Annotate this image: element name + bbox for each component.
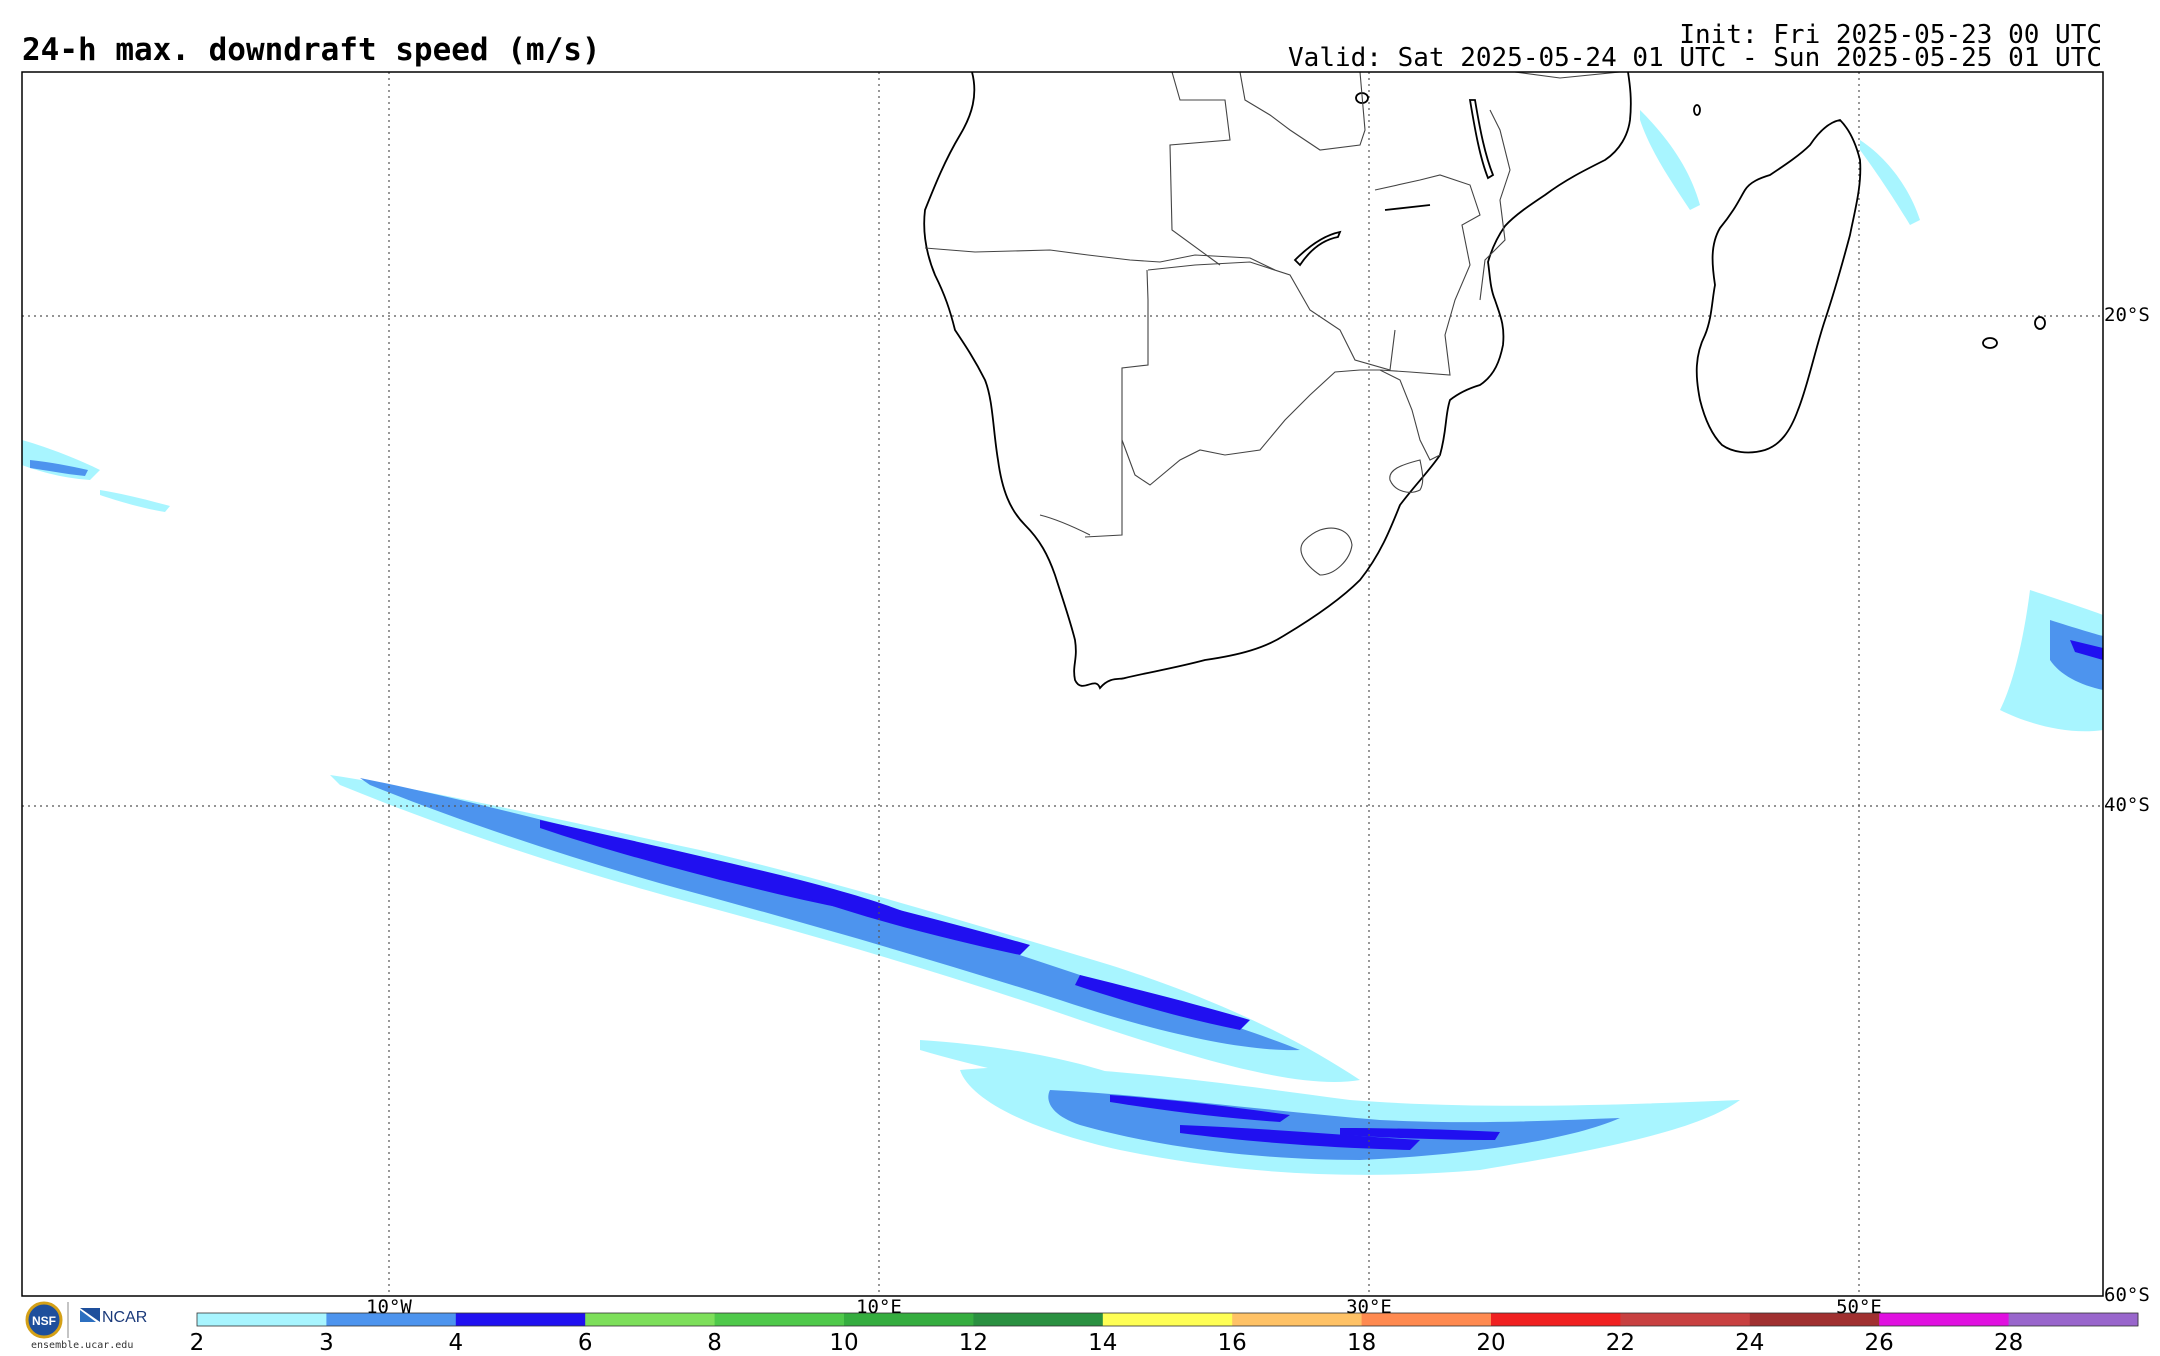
colorbar-swatch — [326, 1313, 457, 1326]
colorbar-tick-label: 28 — [1993, 1330, 2024, 1356]
lon-label-50e: 50°E — [1836, 1296, 1882, 1318]
lat-label-20s: 20°S — [2104, 304, 2150, 326]
colorbar-swatch — [1620, 1313, 1751, 1326]
colorbar-tick-label: 16 — [1217, 1330, 1247, 1356]
nsf-logo-text: NSF — [32, 1314, 56, 1328]
colorbar-tick-label: 20 — [1476, 1330, 1506, 1356]
lon-label-30e: 30°E — [1346, 1296, 1392, 1318]
colorbar-tick-label: 3 — [319, 1330, 334, 1356]
map-frame — [21, 71, 2104, 1297]
coastlines — [923, 72, 2046, 690]
colorbar-tick-label: 22 — [1605, 1330, 1636, 1356]
init-time: Init: Fri 2025-05-23 00 UTC — [1679, 20, 2102, 50]
lat-label-60s: 60°S — [2104, 1284, 2150, 1306]
colorbar-tick-label: 8 — [707, 1330, 722, 1356]
colorbar-swatch — [1879, 1313, 2010, 1326]
colorbar-swatch — [973, 1313, 1104, 1326]
map-title: 24-h max. downdraft speed (m/s) — [22, 32, 601, 68]
colorbar-swatch — [714, 1313, 845, 1326]
valid-time: Valid: Sat 2025-05-24 01 UTC - Sun 2025-… — [1288, 43, 2102, 73]
colorbar-tick-label: 18 — [1346, 1330, 1377, 1356]
lat-label-40s: 40°S — [2104, 794, 2150, 816]
country-borders — [924, 72, 1621, 576]
colorbar-swatch — [197, 1313, 327, 1326]
colorbar-tick-label: 12 — [958, 1330, 989, 1356]
colorbar-tick-label: 6 — [577, 1330, 593, 1356]
ncar-logo-text: NCAR — [102, 1309, 147, 1326]
colorbar-swatch — [1232, 1313, 1363, 1326]
colorbar-swatch — [1491, 1313, 1621, 1326]
lon-label-10e: 10°E — [856, 1296, 902, 1318]
colorbar-swatch — [844, 1313, 974, 1326]
website-label: ensemble.ucar.edu — [31, 1340, 134, 1351]
logo-area: NSF NCAR — [25, 1301, 147, 1339]
colorbar-tick-label: 24 — [1735, 1330, 1765, 1356]
downdraft-field — [22, 110, 2103, 1175]
colorbar-tick-label: 10 — [829, 1330, 859, 1356]
colorbar-tick-label: 14 — [1088, 1330, 1118, 1356]
colorbar-swatch — [2008, 1313, 2139, 1326]
colorbar-swatch — [455, 1313, 586, 1326]
colorbar-tick-label: 26 — [1864, 1330, 1894, 1356]
colorbar-tick-label: 4 — [448, 1330, 464, 1356]
colorbar-swatch — [1361, 1313, 1492, 1326]
colorbar-swatch — [1102, 1313, 1233, 1326]
colorbar — [196, 1312, 2139, 1327]
lon-label-10w: 10°W — [366, 1296, 412, 1318]
colorbar-swatch — [585, 1313, 716, 1326]
ncar-logo: NCAR — [80, 1308, 147, 1326]
grid-lines — [22, 72, 2103, 1296]
colorbar-tick-label: 2 — [189, 1330, 205, 1356]
colorbar-swatch — [1749, 1313, 1880, 1326]
nsf-logo: NSF — [25, 1301, 63, 1339]
